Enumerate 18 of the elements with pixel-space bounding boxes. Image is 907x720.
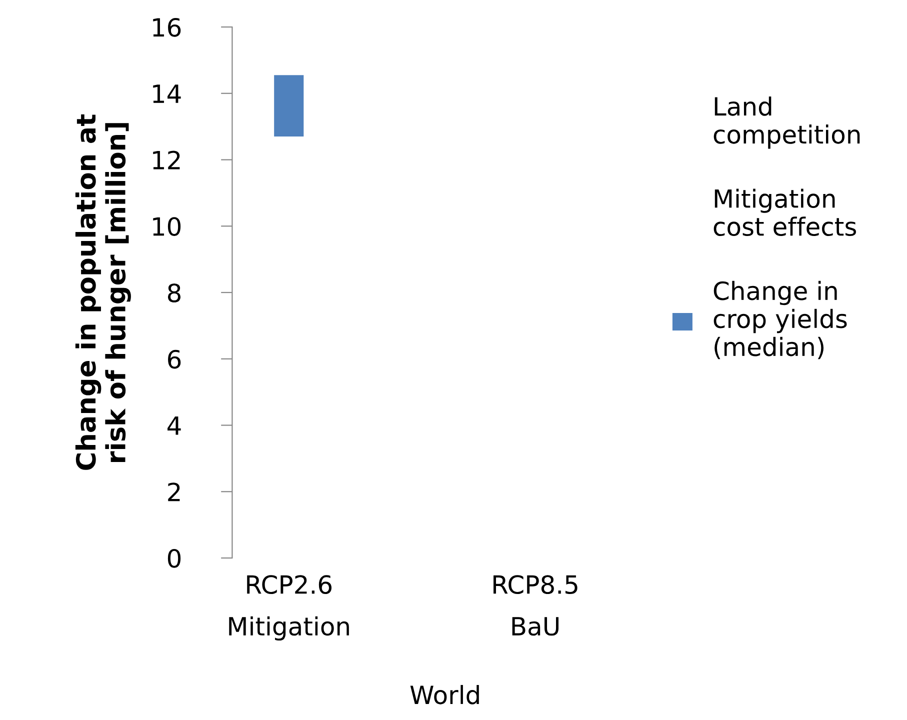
x-tick-label: RCP2.6 [247, 575, 332, 594]
y-tick-label: 14 [153, 84, 181, 103]
y-tick-label: 12 [153, 150, 180, 170]
y-tick-label: 8 [168, 283, 180, 302]
y-tick-label: 2 [168, 482, 180, 502]
x-axis-title: World [410, 684, 479, 704]
y-axis-title: Change in population at risk of hunger [million] [75, 114, 131, 470]
text: BaU [512, 617, 558, 636]
text: Mitigation [229, 616, 349, 641]
y-tick-label: 4 [168, 416, 181, 435]
y-tick-label: 0 [168, 548, 181, 568]
text: Mitigation cost effects [714, 188, 856, 236]
text: Land competition [714, 96, 860, 149]
y-tick-label: 16 [153, 18, 181, 37]
legend-label: Change in crop yields (median) [714, 280, 847, 360]
y-tick-label: 6 [168, 350, 181, 369]
y-tick-label: 10 [153, 217, 181, 236]
x-tick-label: RCP8.5 [494, 575, 578, 594]
